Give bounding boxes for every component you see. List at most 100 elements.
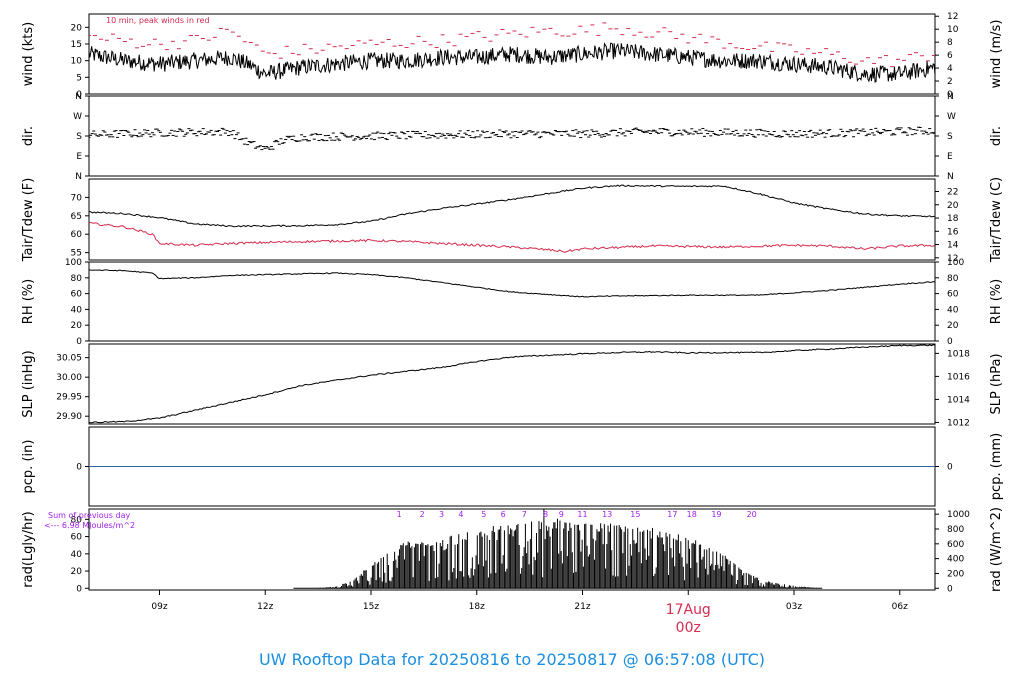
dir-left-tick-label: W: [73, 112, 82, 122]
rad-hour-marker: 9: [559, 510, 564, 519]
rh-right-tick-label: 60: [947, 290, 959, 300]
dir-left-axis-label: dir.: [21, 126, 36, 146]
rad-hour-marker: 6: [501, 510, 506, 519]
x-tick-label: 21z: [574, 602, 590, 612]
wind-right-tick-label: 8: [947, 38, 953, 48]
rh-series-0-line: [89, 269, 935, 298]
rad-right-tick-label: 0: [947, 584, 953, 594]
temp-left-tick-label: 60: [71, 230, 83, 240]
rad-right-tick-label: 200: [947, 569, 964, 579]
rh-left-tick-label: 20: [71, 321, 83, 331]
slp-left-tick-label: 30.05: [56, 354, 82, 364]
rad-hour-marker: 13: [602, 510, 612, 519]
pcp-right-tick-label: 0: [947, 463, 953, 473]
rh-left-tick-label: 60: [71, 290, 83, 300]
temp-right-tick-label: 12: [947, 254, 958, 264]
pcp-right-axis-label: pcp. (mm): [989, 433, 1004, 500]
rad-hour-marker: 20: [747, 510, 757, 519]
rh-right-tick-label: 100: [947, 258, 964, 268]
temp-series-1-line: [89, 221, 935, 253]
slp-right-tick-label: 1014: [947, 395, 970, 405]
rad-left-tick-label: 80: [71, 515, 83, 525]
x-tick-label: 12z: [257, 602, 273, 612]
rad-hour-marker: 3: [439, 510, 444, 519]
temp-right-tick-label: 14: [947, 241, 959, 251]
slp-series-0-line: [89, 344, 935, 424]
dir-right-tick-label: S: [947, 132, 953, 142]
pcp-left-axis-label: pcp. (in): [21, 440, 36, 494]
rad-hour-marker: 17: [667, 510, 677, 519]
rad-hour-marker: 15: [630, 510, 640, 519]
x-tick-label: 03z: [786, 602, 802, 612]
temp-left-tick-label: 55: [71, 249, 82, 259]
dir-points: [89, 126, 935, 151]
slp-right-tick-label: 1016: [947, 372, 970, 382]
temp-left-tick-label: 70: [71, 193, 83, 203]
rh-right-tick-label: 0: [947, 337, 953, 347]
rad-hour-marker: 7: [522, 510, 527, 519]
chart-title: UW Rooftop Data for 20250816 to 20250817…: [259, 650, 765, 669]
temp-right-tick-label: 18: [947, 214, 959, 224]
wind-panel-frame: [88, 13, 936, 95]
rh-right-tick-label: 80: [947, 274, 959, 284]
rh-right-axis-label: RH (%): [989, 279, 1004, 324]
rh-left-tick-label: 40: [71, 305, 83, 315]
wind-right-tick-label: 10: [947, 25, 959, 35]
slp-left-tick-label: 29.90: [56, 412, 82, 422]
rh-left-tick-label: 100: [65, 258, 82, 268]
rad-hour-marker: 5: [481, 510, 486, 519]
dir-right-tick-label: N: [947, 172, 954, 182]
temp-right-tick-label: 22: [947, 188, 958, 198]
rad-right-axis-label: rad (W/m^2): [989, 507, 1004, 592]
rh-left-tick-label: 80: [71, 274, 83, 284]
x-tick-label: 06z: [892, 602, 908, 612]
temp-right-axis-label: Tair/Tdew (C): [989, 177, 1004, 263]
wind-annotation: 10 min, peak winds in red: [106, 16, 210, 25]
rad-hour-marker: 18: [687, 510, 697, 519]
dir-left-tick-label: S: [76, 132, 82, 142]
wind-right-tick-label: 0: [947, 90, 953, 100]
rad-hour-marker: 11: [577, 510, 587, 519]
rad-left-axis-label: rad(Lgly/hr): [21, 511, 36, 587]
rad-hour-marker: 1: [397, 510, 402, 519]
wind-right-axis-label: wind (m/s): [989, 20, 1004, 89]
slp-right-axis-label: SLP (hPa): [989, 353, 1004, 414]
date-marker-day: 17Aug: [666, 602, 711, 618]
rad-hour-marker: 8: [543, 510, 548, 519]
wind-series-0-line: [89, 42, 935, 83]
temp-right-tick-label: 20: [947, 201, 959, 211]
wind-right-tick-label: 6: [947, 51, 953, 61]
rad-hour-marker: 19: [711, 510, 721, 519]
pcp-left-tick-label: 0: [76, 463, 82, 473]
rad-right-tick-label: 800: [947, 525, 964, 535]
x-tick-label: 18z: [469, 602, 485, 612]
temp-panel-frame: [88, 178, 936, 261]
rad-bars: [294, 509, 822, 589]
slp-left-axis-label: SLP (inHg): [21, 350, 36, 418]
temp-left-axis-label: Tair/Tdew (F): [21, 178, 36, 263]
wind-right-tick-label: 2: [947, 77, 953, 87]
x-tick-label: 15z: [363, 602, 379, 612]
dir-left-tick-label: E: [76, 152, 82, 162]
rad-sum-label: Sum of previous day: [48, 511, 130, 520]
dir-panel-frame: [88, 95, 936, 177]
wind-left-tick-label: 20: [71, 23, 83, 33]
rad-left-tick-label: 60: [71, 533, 83, 543]
temp-series-0-line: [89, 184, 935, 228]
slp-right-tick-label: 1018: [947, 349, 970, 359]
rh-right-tick-label: 20: [947, 321, 959, 331]
rh-left-tick-label: 0: [76, 337, 82, 347]
slp-panel-frame: [88, 343, 936, 425]
rad-left-tick-label: 40: [71, 550, 83, 560]
rad-panel-frame: [88, 508, 936, 591]
temp-left-tick-label: 65: [71, 212, 82, 222]
slp-left-tick-label: 29.95: [56, 393, 82, 403]
wind-left-tick-label: 15: [71, 40, 82, 50]
x-tick-label: 09z: [151, 602, 167, 612]
rad-hour-marker: 4: [458, 510, 463, 519]
wind-right-tick-label: 4: [947, 64, 953, 74]
wind-right-tick-label: 12: [947, 12, 958, 22]
dir-right-axis-label: dir.: [989, 126, 1004, 146]
